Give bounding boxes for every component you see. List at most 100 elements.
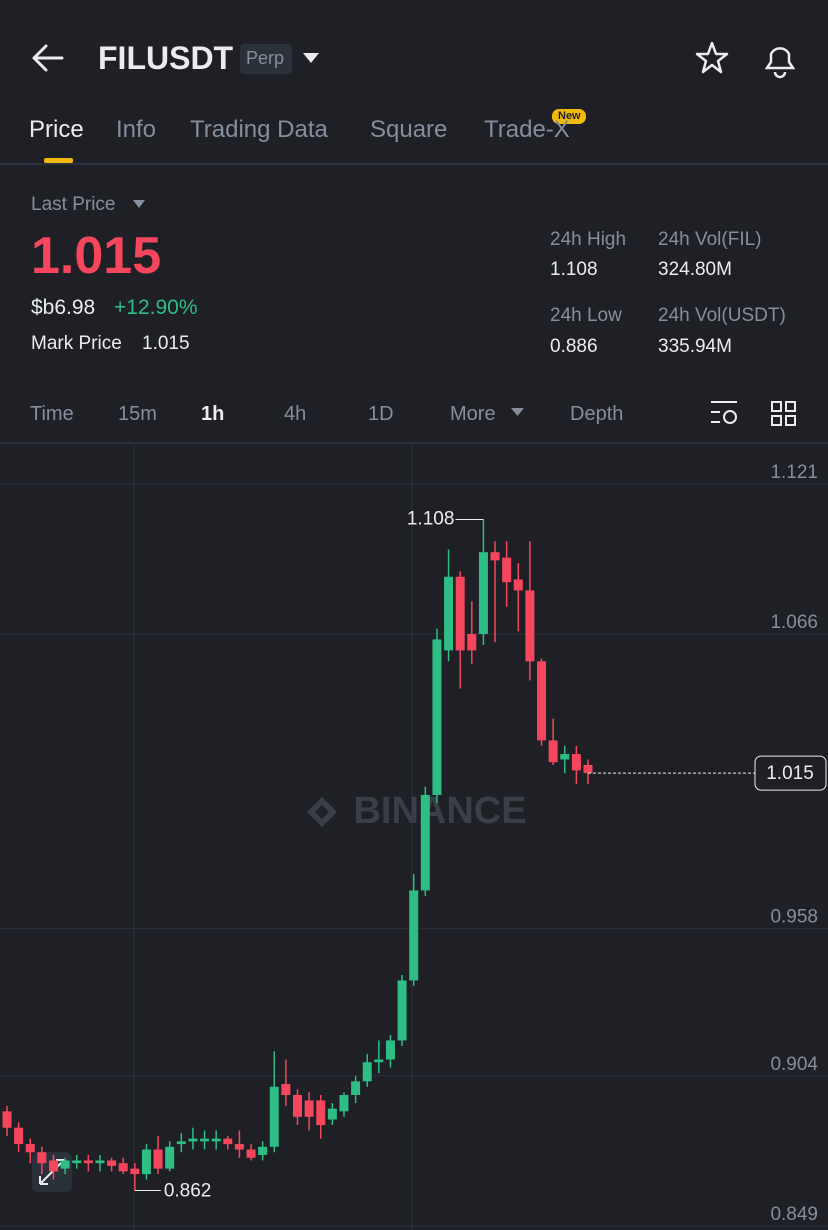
interval[interactable]: 1h [201,403,225,425]
back-button[interactable] [32,44,64,72]
candle-body [188,1138,198,1142]
tab[interactable]: Trade-X [484,116,570,143]
candle-body [560,754,570,760]
tab[interactable]: Trading Data [190,116,328,143]
candle-body [455,576,465,651]
fiat-price: $b6.98 [31,296,96,319]
stat-value: 1.108 [550,259,598,280]
stat-label: 24h Vol(USDT) [658,305,786,326]
candle-body [153,1149,163,1169]
more-dropdown[interactable] [511,408,524,416]
candle-body [200,1138,210,1142]
candle-body [165,1146,175,1169]
stat-value: 335.94M [658,336,732,357]
candle-body [234,1144,244,1150]
indicator-settings[interactable] [711,401,737,424]
stat-label: 24h Vol(FIL) [658,229,762,250]
alert-bell[interactable] [764,47,796,79]
y-tick-label: 1.066 [770,612,818,633]
high-marker-label: 1.108 [407,508,455,529]
stat-value: 0.886 [550,336,598,357]
candle-body [478,552,488,635]
y-tick-label: 0.849 [770,1204,818,1225]
badge-bg [240,44,292,74]
candle-body [83,1160,93,1164]
candle-body [432,639,442,795]
candle-body [583,764,593,774]
interval[interactable]: 15m [118,403,157,425]
candle-body [502,557,512,583]
candle-body [420,794,430,891]
candle-body [14,1127,24,1145]
candle-body [72,1160,82,1164]
candle-body [95,1160,105,1164]
price-type-label[interactable]: Last Price [31,194,116,215]
candle-body [548,740,558,763]
candle-body [467,634,477,651]
price-type-dropdown[interactable] [133,200,145,208]
mark-price-label: Mark Price [31,333,122,354]
interval[interactable]: Time [30,403,74,425]
interval[interactable]: 1D [368,403,394,425]
price-change: +12.90% [114,296,198,319]
candlestick-chart: BINANCE 1.121 1.066 0.958 0.904 0.849 1.108 0.… [0,445,828,1230]
stat-label: 24h High [550,229,627,250]
candle-body [304,1100,314,1117]
candle-body [107,1160,117,1166]
watermark: BINANCE [353,790,526,832]
candle-body [176,1141,186,1145]
candle-body [130,1168,140,1175]
candle-body [316,1100,326,1125]
candle-body [281,1084,291,1095]
symbol-dropdown[interactable] [303,53,319,63]
candle-body [444,576,454,651]
candle-body [490,552,500,561]
interval[interactable]: More [450,403,496,425]
new-badge-bg [552,109,586,124]
candle-body [60,1160,70,1169]
candle-body [2,1111,12,1128]
candle-body [397,980,407,1041]
candle-body [385,1040,395,1060]
symbol-title[interactable]: FILUSDT [98,40,234,76]
y-tick-label: 0.904 [770,1054,818,1075]
y-tick-label: 1.121 [770,462,818,483]
candle-body [48,1160,58,1172]
candle-body [571,754,581,771]
candle-body [141,1149,151,1175]
active-tab-indicator [44,158,73,163]
candle-body [211,1138,221,1142]
layout-button[interactable] [771,401,796,426]
candle-body [37,1152,47,1164]
candle-body [351,1081,361,1095]
candle-body [513,579,523,591]
stat-value: 324.80M [658,259,732,280]
candle-body [118,1163,128,1172]
interval[interactable]: 4h [284,403,307,425]
tab[interactable]: Square [370,116,448,143]
candle-body [246,1149,256,1158]
candle-body [293,1094,302,1117]
mark-price: 1.015 [142,333,190,354]
candle-body [339,1094,349,1112]
candle-body [25,1144,35,1153]
interval[interactable]: Depth [570,403,624,425]
candle-body [537,661,547,741]
y-tick-label: 0.958 [770,907,818,928]
candle-body [327,1108,337,1120]
new-badge: New [558,110,581,122]
stat-label: 24h Low [550,305,622,326]
watermark-logo [307,797,337,827]
candle-body [409,890,419,981]
favorite-star[interactable] [695,41,729,74]
candle-body [223,1138,233,1145]
top-icons [0,41,828,444]
last-price-box [754,755,827,791]
last-price: 1.015 [31,227,162,285]
fullscreen-icon [39,1159,65,1185]
candle-body [258,1146,268,1155]
tab[interactable]: Info [116,116,157,143]
candle-body [269,1086,279,1147]
tab[interactable]: Price [29,116,84,143]
